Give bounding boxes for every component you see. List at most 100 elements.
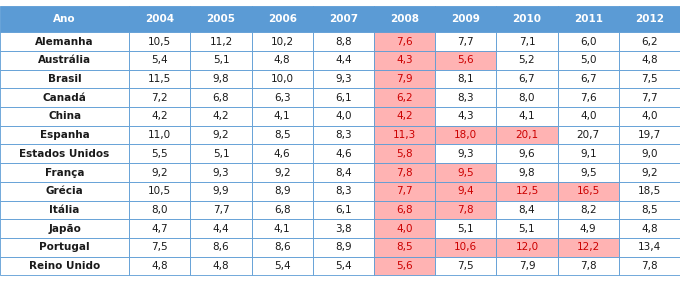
Bar: [558, 201, 619, 219]
Text: Japão: Japão: [48, 224, 81, 234]
Text: 9,3: 9,3: [213, 167, 229, 178]
Text: 20,1: 20,1: [515, 130, 539, 140]
Bar: [129, 182, 190, 201]
Bar: [129, 51, 190, 70]
Text: 7,5: 7,5: [152, 242, 168, 252]
Text: 8,3: 8,3: [335, 130, 352, 140]
Bar: [496, 163, 558, 182]
Text: 9,2: 9,2: [274, 167, 290, 178]
Text: 20,7: 20,7: [577, 130, 600, 140]
Bar: [313, 182, 374, 201]
Bar: [129, 257, 190, 275]
Bar: [190, 126, 252, 144]
Bar: [619, 182, 680, 201]
Bar: [619, 163, 680, 182]
Text: 7,1: 7,1: [519, 37, 535, 47]
Bar: [558, 219, 619, 238]
Bar: [374, 70, 435, 89]
Bar: [435, 89, 496, 107]
Bar: [558, 163, 619, 182]
Text: 8,2: 8,2: [580, 205, 596, 215]
Text: 13,4: 13,4: [638, 242, 661, 252]
Text: 7,7: 7,7: [641, 93, 658, 103]
Bar: [496, 107, 558, 126]
Text: 4,8: 4,8: [274, 55, 290, 65]
Text: 6,8: 6,8: [396, 205, 413, 215]
Text: 7,5: 7,5: [641, 74, 658, 84]
Bar: [496, 238, 558, 257]
Text: 5,0: 5,0: [580, 55, 596, 65]
Bar: [313, 89, 374, 107]
Text: 5,2: 5,2: [519, 55, 535, 65]
Text: 5,1: 5,1: [458, 224, 474, 234]
Bar: [435, 107, 496, 126]
Bar: [0, 257, 129, 275]
Text: 9,2: 9,2: [152, 167, 168, 178]
Bar: [313, 51, 374, 70]
Text: 10,5: 10,5: [148, 186, 171, 196]
Bar: [374, 6, 435, 32]
Bar: [313, 144, 374, 163]
Text: Espanha: Espanha: [39, 130, 90, 140]
Text: 5,1: 5,1: [213, 149, 229, 159]
Bar: [619, 126, 680, 144]
Text: 2005: 2005: [207, 14, 235, 24]
Text: Ano: Ano: [53, 14, 76, 24]
Bar: [313, 238, 374, 257]
Bar: [0, 238, 129, 257]
Text: 4,0: 4,0: [396, 224, 413, 234]
Text: 6,0: 6,0: [580, 37, 596, 47]
Text: 8,4: 8,4: [519, 205, 535, 215]
Bar: [435, 144, 496, 163]
Text: 16,5: 16,5: [577, 186, 600, 196]
Text: 4,0: 4,0: [580, 112, 596, 121]
Text: 8,0: 8,0: [152, 205, 168, 215]
Text: 2011: 2011: [574, 14, 602, 24]
Bar: [190, 107, 252, 126]
Bar: [190, 144, 252, 163]
Bar: [435, 32, 496, 51]
Bar: [190, 163, 252, 182]
Text: 5,4: 5,4: [335, 261, 352, 271]
Text: 6,3: 6,3: [274, 93, 290, 103]
Bar: [435, 51, 496, 70]
Bar: [619, 107, 680, 126]
Bar: [190, 32, 252, 51]
Bar: [190, 238, 252, 257]
Bar: [496, 89, 558, 107]
Text: 9,3: 9,3: [458, 149, 474, 159]
Bar: [558, 144, 619, 163]
Text: 8,5: 8,5: [641, 205, 658, 215]
Bar: [558, 89, 619, 107]
Bar: [496, 144, 558, 163]
Text: 5,1: 5,1: [519, 224, 535, 234]
Text: 6,2: 6,2: [396, 93, 413, 103]
Text: 6,7: 6,7: [519, 74, 535, 84]
Text: 6,1: 6,1: [335, 205, 352, 215]
Text: 10,5: 10,5: [148, 37, 171, 47]
Text: 2009: 2009: [452, 14, 480, 24]
Bar: [0, 219, 129, 238]
Bar: [619, 257, 680, 275]
Bar: [619, 70, 680, 89]
Bar: [619, 6, 680, 32]
Bar: [252, 182, 313, 201]
Bar: [558, 257, 619, 275]
Text: 7,6: 7,6: [580, 93, 596, 103]
Bar: [129, 107, 190, 126]
Bar: [558, 126, 619, 144]
Bar: [0, 126, 129, 144]
Text: 4,3: 4,3: [458, 112, 474, 121]
Text: 8,3: 8,3: [458, 93, 474, 103]
Text: 5,5: 5,5: [152, 149, 168, 159]
Text: 7,6: 7,6: [396, 37, 413, 47]
Text: 4,1: 4,1: [274, 224, 290, 234]
Text: 2004: 2004: [146, 14, 174, 24]
Bar: [558, 6, 619, 32]
Bar: [313, 70, 374, 89]
Bar: [0, 182, 129, 201]
Text: 18,5: 18,5: [638, 186, 661, 196]
Bar: [0, 163, 129, 182]
Text: 5,4: 5,4: [152, 55, 168, 65]
Text: 6,1: 6,1: [335, 93, 352, 103]
